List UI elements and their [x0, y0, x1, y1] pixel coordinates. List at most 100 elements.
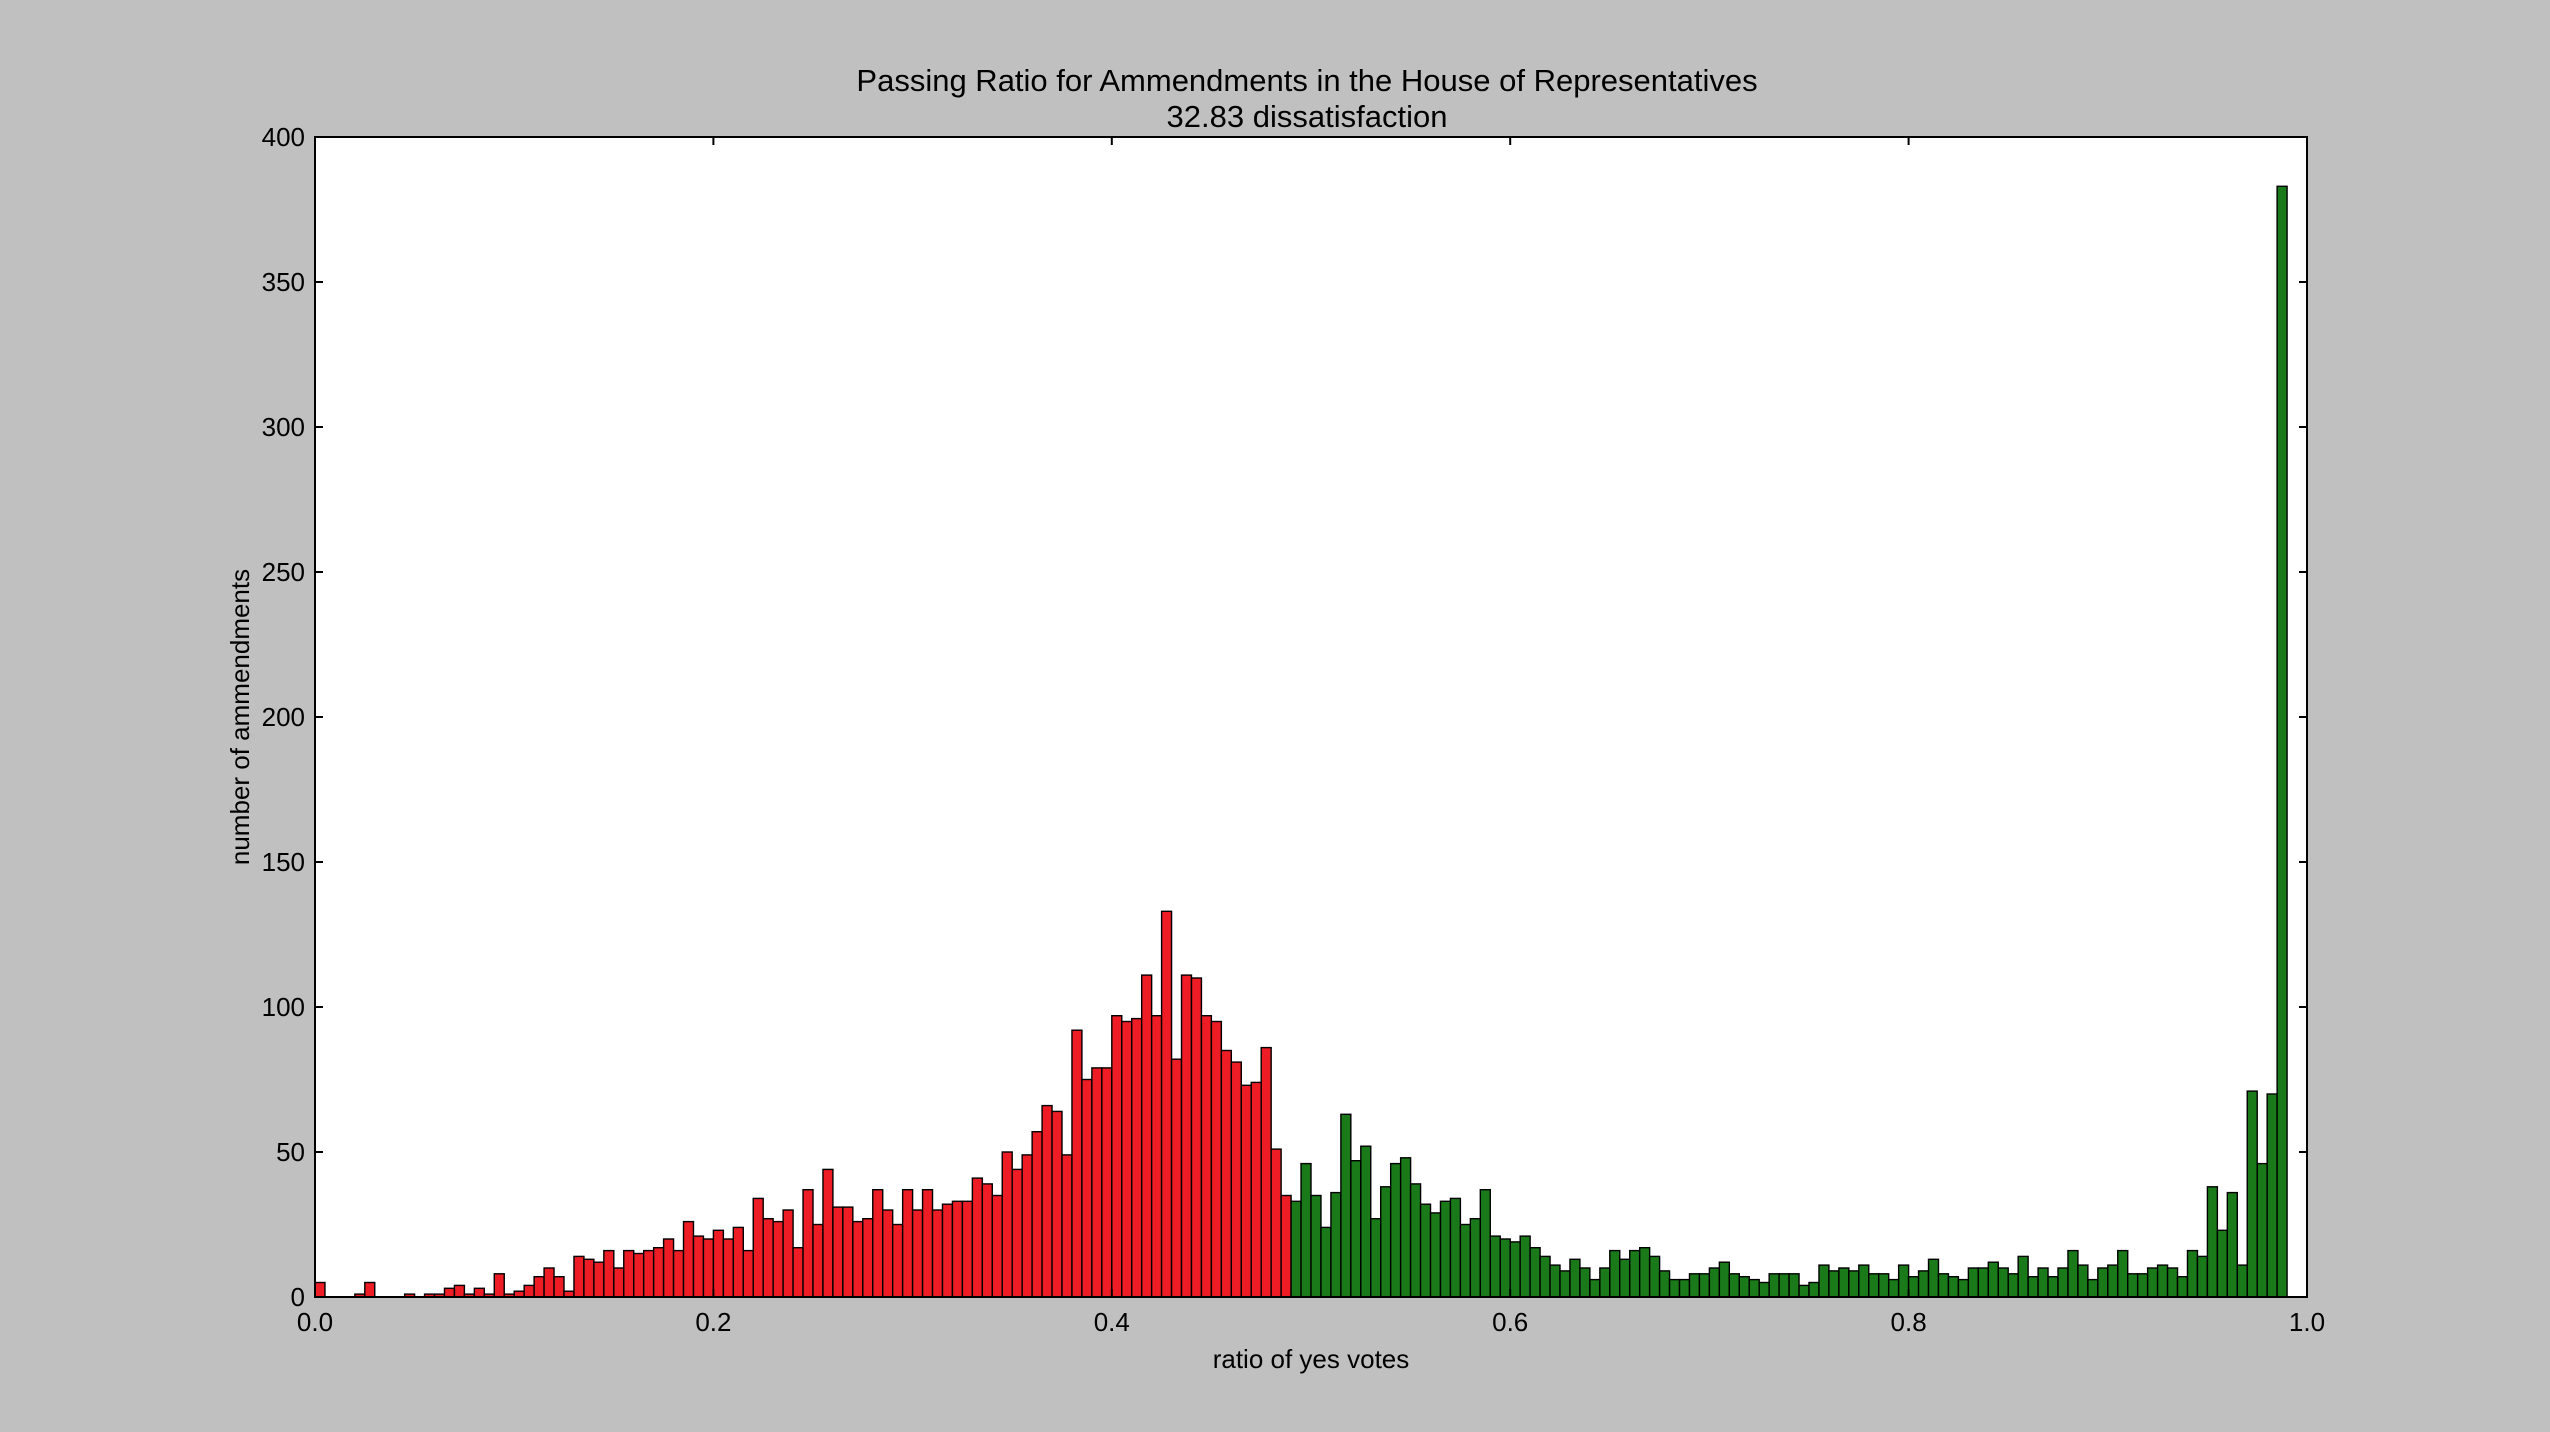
- passed-bar: [2216, 1229, 2229, 1298]
- passed-bar: [1887, 1278, 1900, 1298]
- passed-bar: [2266, 1093, 2278, 1298]
- passed-bar: [1619, 1258, 1631, 1298]
- failed-bar: [493, 1273, 505, 1298]
- passed-bar: [1728, 1273, 1740, 1298]
- passed-bar: [1698, 1273, 1711, 1298]
- y-tick-label: 200: [262, 702, 305, 732]
- passed-bar: [1858, 1264, 1870, 1298]
- passed-bar: [2176, 1275, 2189, 1298]
- y-tick-label: 300: [262, 412, 305, 442]
- failed-bar: [1260, 1046, 1272, 1298]
- failed-bar: [1031, 1130, 1043, 1298]
- y-tick-label: 0: [291, 1282, 305, 1312]
- passed-bar: [1509, 1241, 1521, 1298]
- passed-bar: [2067, 1249, 2079, 1298]
- failed-bar: [1200, 1015, 1213, 1298]
- passed-bar: [2097, 1267, 2109, 1298]
- y-axis-ticks: 0 50 100 150 200 250 300 350 400: [262, 122, 2307, 1312]
- failed-bar: [1240, 1084, 1252, 1298]
- failed-bar: [1121, 1020, 1133, 1298]
- failed-bar: [652, 1246, 665, 1298]
- passed-bar: [1340, 1113, 1352, 1298]
- passed-bar: [1778, 1273, 1790, 1298]
- passed-bar: [2136, 1273, 2149, 1298]
- passed-bar: [2047, 1275, 2059, 1298]
- failed-bar: [812, 1223, 824, 1298]
- failed-bar: [792, 1246, 804, 1298]
- failed-bar: [782, 1209, 794, 1298]
- passed-bar: [1539, 1255, 1551, 1298]
- failed-bar: [1140, 974, 1153, 1298]
- failed-bar: [712, 1229, 725, 1298]
- failed-bar: [593, 1261, 605, 1298]
- failed-bar: [921, 1188, 934, 1298]
- passed-bar: [2256, 1162, 2268, 1298]
- failed-bar: [1150, 1015, 1163, 1298]
- passed-bar: [1768, 1273, 1780, 1298]
- failed-bar: [623, 1249, 635, 1298]
- failed-bar: [1160, 910, 1173, 1298]
- plot-area: [315, 137, 2307, 1297]
- failed-bar: [1001, 1151, 1013, 1298]
- failed-bar: [633, 1252, 645, 1298]
- failed-bar: [931, 1209, 944, 1298]
- failed-bar: [1280, 1194, 1292, 1298]
- failed-bar: [1051, 1110, 1063, 1298]
- failed-bar: [852, 1220, 864, 1298]
- x-tick-label: 1.0: [2289, 1307, 2325, 1337]
- failed-bar: [772, 1220, 784, 1298]
- passed-bar: [2166, 1267, 2179, 1298]
- passed-bar: [2246, 1090, 2258, 1298]
- passed-bar: [1409, 1183, 1422, 1298]
- passed-bar: [2236, 1264, 2248, 1298]
- passed-bar: [1499, 1238, 1511, 1298]
- passed-bar: [1818, 1264, 1830, 1298]
- passed-bars-group: [1290, 185, 2288, 1298]
- passed-bar: [1937, 1273, 1950, 1298]
- failed-bar: [732, 1226, 744, 1298]
- chart-title: Passing Ratio for Ammendments in the Hou…: [856, 63, 1757, 98]
- failed-bar: [1230, 1061, 1242, 1298]
- passed-bar: [1648, 1255, 1661, 1298]
- failed-bar: [1041, 1104, 1053, 1298]
- passed-bar: [1977, 1267, 1989, 1298]
- failed-bar: [1180, 974, 1193, 1298]
- failed-bar: [901, 1188, 914, 1298]
- passed-bar: [1848, 1270, 1860, 1298]
- passed-bar: [2087, 1278, 2099, 1298]
- failed-bar: [543, 1267, 555, 1298]
- passed-bar: [1429, 1212, 1442, 1298]
- x-axis-ticks: 0.0 0.2 0.4 0.6 0.8 1.0: [297, 137, 2325, 1337]
- passed-bar: [1957, 1278, 1970, 1298]
- passed-bar: [1559, 1270, 1571, 1298]
- passed-bar: [2146, 1267, 2159, 1298]
- failed-bar: [603, 1249, 615, 1298]
- passed-bar: [1629, 1249, 1641, 1298]
- passed-bar: [1798, 1284, 1810, 1298]
- passed-bar: [1380, 1186, 1392, 1298]
- failed-bar: [971, 1177, 984, 1298]
- y-tick-label: 400: [262, 122, 305, 152]
- failed-bar: [822, 1168, 834, 1298]
- failed-bar: [991, 1194, 1003, 1298]
- failed-bar: [1071, 1029, 1083, 1298]
- passed-bar: [1320, 1226, 1332, 1298]
- passed-bar: [1609, 1249, 1621, 1298]
- failed-bar: [1061, 1154, 1073, 1298]
- y-axis-label: number of ammendments: [225, 569, 255, 865]
- passed-bar: [1449, 1197, 1462, 1298]
- passed-bar: [1838, 1267, 1850, 1298]
- failed-bar: [642, 1249, 655, 1298]
- failed-bar: [882, 1209, 894, 1298]
- failed-bar: [951, 1200, 964, 1298]
- failed-bar: [1101, 1067, 1113, 1298]
- passed-bar: [2057, 1267, 2069, 1298]
- failed-bar: [583, 1258, 595, 1298]
- passed-bar: [2206, 1186, 2219, 1298]
- failed-bar: [702, 1238, 715, 1298]
- x-tick-label: 0.0: [297, 1307, 333, 1337]
- failed-bar: [1091, 1067, 1103, 1298]
- passed-bar: [1479, 1188, 1491, 1298]
